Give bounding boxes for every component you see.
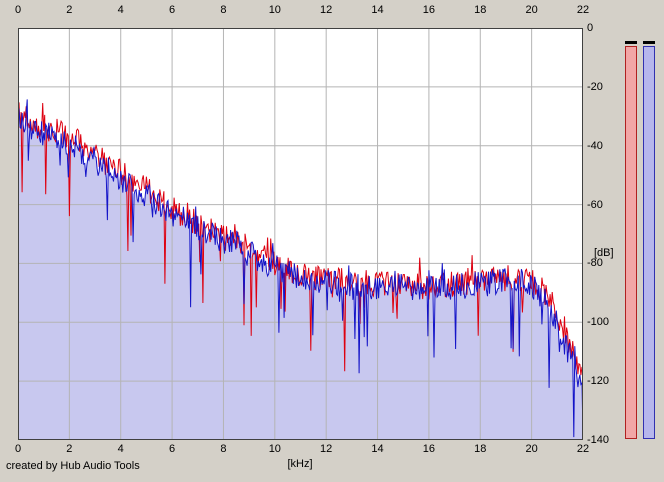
x-axis-top: 0 2 4 6 8 10 12 14 16 18 20 22 bbox=[0, 4, 664, 18]
x-tick-label: 16 bbox=[422, 4, 436, 16]
x-tick-label: 16 bbox=[422, 443, 436, 455]
y-tick-label: -100 bbox=[587, 316, 610, 329]
x-tick-label: 10 bbox=[268, 4, 281, 16]
level-meter-red bbox=[625, 41, 637, 439]
x-tick-label: 6 bbox=[169, 443, 176, 455]
y-tick-label: -60 bbox=[587, 198, 603, 211]
x-tick-label: 12 bbox=[320, 443, 333, 455]
credit-text: created by Hub Audio Tools bbox=[6, 460, 140, 472]
x-tick-label: 10 bbox=[268, 443, 281, 455]
x-tick-label: 8 bbox=[220, 4, 227, 16]
x-tick-label: 22 bbox=[576, 4, 590, 16]
x-tick-label: 6 bbox=[169, 4, 176, 16]
x-tick-label: 12 bbox=[320, 4, 333, 16]
meter-peak-indicator bbox=[643, 41, 655, 44]
x-axis-unit-label: [kHz] bbox=[287, 458, 313, 470]
x-tick-label: 4 bbox=[117, 4, 124, 16]
level-meter-blue bbox=[643, 41, 655, 439]
x-tick-label: 20 bbox=[525, 443, 538, 455]
y-axis-unit-label: [dB] bbox=[594, 247, 614, 259]
x-tick-label: 8 bbox=[220, 443, 227, 455]
x-tick-label: 4 bbox=[117, 443, 124, 455]
x-tick-label: 14 bbox=[371, 443, 384, 455]
y-tick-label: -120 bbox=[587, 375, 610, 388]
y-tick-label: -140 bbox=[587, 434, 610, 446]
x-tick-label: 14 bbox=[371, 4, 384, 16]
meter-bar bbox=[643, 46, 655, 439]
spectrum-plot bbox=[18, 28, 583, 440]
x-tick-label: 0 bbox=[14, 443, 22, 455]
x-tick-label: 2 bbox=[66, 443, 73, 455]
y-tick-label: -20 bbox=[587, 80, 603, 93]
meter-peak-indicator bbox=[625, 41, 637, 44]
x-tick-label: 0 bbox=[14, 4, 22, 16]
spectrum-plot-canvas bbox=[18, 28, 583, 440]
x-axis-bottom: 0 2 4 6 8 10 12 14 16 18 20 22 bbox=[0, 443, 664, 457]
plot-frame bbox=[18, 28, 583, 440]
spectrum-fill-area bbox=[18, 99, 583, 440]
x-tick-label: 2 bbox=[66, 4, 73, 16]
meter-bar bbox=[625, 46, 637, 439]
y-tick-label: -40 bbox=[587, 139, 603, 152]
y-tick-label: -80 bbox=[587, 257, 603, 270]
spectrum-trace-blue bbox=[18, 99, 583, 438]
x-tick-label: 18 bbox=[474, 443, 487, 455]
x-tick-label: 22 bbox=[576, 443, 590, 455]
x-tick-label: 20 bbox=[525, 4, 538, 16]
y-tick-label: 0 bbox=[587, 22, 594, 34]
x-tick-label: 18 bbox=[474, 4, 487, 16]
